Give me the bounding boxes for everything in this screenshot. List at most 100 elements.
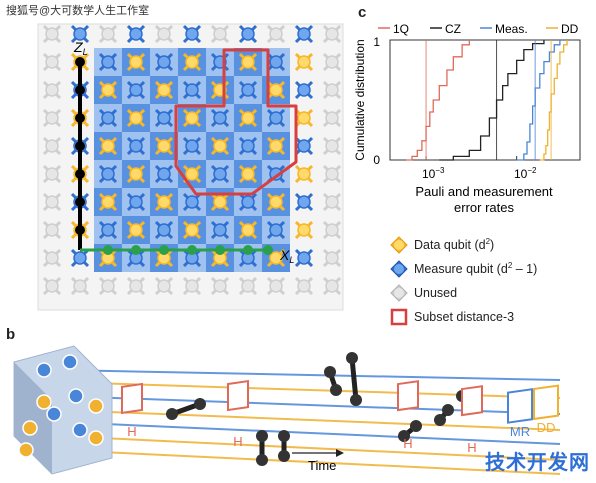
measure-qubit bbox=[182, 192, 202, 212]
measure-qubit bbox=[126, 24, 146, 44]
unused-qubit bbox=[42, 276, 62, 296]
svg-text:H: H bbox=[403, 436, 412, 451]
data-qubit bbox=[294, 108, 314, 128]
measure-qubit bbox=[238, 136, 258, 156]
legend-unused: Unused bbox=[390, 284, 537, 302]
cz-gate bbox=[166, 398, 206, 420]
legend-meas-label: Meas. bbox=[495, 22, 528, 36]
unused-qubit bbox=[42, 164, 62, 184]
measure-qubit bbox=[126, 192, 146, 212]
subset-distance3-outline bbox=[174, 48, 298, 196]
measure-qubit bbox=[210, 220, 230, 240]
logical-z-qubit bbox=[75, 169, 85, 179]
logical-z-qubit bbox=[75, 141, 85, 151]
measure-qubit bbox=[98, 108, 118, 128]
chip-qubit bbox=[72, 422, 88, 438]
cz-gate bbox=[278, 430, 290, 462]
data-qubit bbox=[182, 220, 202, 240]
data-qubit bbox=[182, 52, 202, 72]
measure-qubit bbox=[210, 52, 230, 72]
unused-qubit bbox=[154, 276, 174, 296]
svg-text:DD: DD bbox=[537, 420, 556, 435]
unused-qubit bbox=[98, 24, 118, 44]
circuit-timeline: H H H H MR DD Time bbox=[13, 345, 561, 475]
measure-qubit bbox=[294, 192, 314, 212]
data-qubit bbox=[154, 136, 174, 156]
data-qubit bbox=[294, 52, 314, 72]
data-qubit bbox=[126, 220, 146, 240]
unused-qubit bbox=[322, 220, 342, 240]
logical-x-qubit bbox=[215, 245, 225, 255]
measure-qubit bbox=[126, 136, 146, 156]
xtick-1e-3: 10−3 bbox=[422, 166, 445, 181]
chip-qubit bbox=[88, 430, 104, 446]
data-qubit bbox=[210, 136, 230, 156]
unused-qubit bbox=[42, 80, 62, 100]
measure-qubit-label: Measure qubit (d2 – 1) bbox=[414, 261, 538, 277]
unused-qubit bbox=[42, 248, 62, 268]
cdf-series-meas bbox=[516, 40, 561, 161]
qubit-grid-diagram: ZL XL bbox=[37, 23, 344, 311]
chip-qubit bbox=[46, 406, 62, 422]
data-qubit bbox=[238, 164, 258, 184]
measure-qubit bbox=[210, 164, 230, 184]
cz-gate bbox=[346, 352, 362, 406]
measure-qubit bbox=[154, 52, 174, 72]
chip-qubit bbox=[22, 420, 38, 436]
time-label: Time bbox=[308, 458, 336, 473]
unused-qubit bbox=[42, 136, 62, 156]
unused-qubit bbox=[322, 108, 342, 128]
unused-qubit bbox=[322, 276, 342, 296]
logical-x-qubit bbox=[159, 245, 169, 255]
logical-z-qubit bbox=[75, 57, 85, 67]
measure-qubit bbox=[294, 80, 314, 100]
data-qubit bbox=[266, 136, 286, 156]
data-qubit bbox=[210, 192, 230, 212]
unused-qubit bbox=[322, 80, 342, 100]
data-qubit bbox=[98, 248, 118, 268]
unused-qubit bbox=[42, 192, 62, 212]
logical-x-qubit bbox=[103, 245, 113, 255]
unused-qubit bbox=[42, 24, 62, 44]
measure-qubit bbox=[182, 136, 202, 156]
logical-z-qubit bbox=[75, 225, 85, 235]
unused-qubit bbox=[266, 276, 286, 296]
measure-qubit bbox=[294, 248, 314, 268]
data-qubit bbox=[98, 136, 118, 156]
unused-qubit bbox=[210, 24, 230, 44]
unused-qubit bbox=[238, 276, 258, 296]
data-qubit-label: Data qubit (d2) bbox=[414, 237, 495, 253]
data-qubit bbox=[238, 220, 258, 240]
gate-h-4: H bbox=[461, 385, 483, 455]
data-qubit bbox=[98, 80, 118, 100]
cdf-chart: 1Q CZ Meas. DD 1 0 Cumulative distributi… bbox=[353, 22, 581, 215]
data-qubit bbox=[126, 108, 146, 128]
xtick-1e-2: 10−2 bbox=[514, 166, 537, 181]
logical-operator-dots bbox=[75, 57, 273, 255]
svg-text:H: H bbox=[467, 440, 476, 455]
qubit-timeline-4 bbox=[59, 409, 561, 431]
unused-qubit bbox=[322, 164, 342, 184]
data-qubit bbox=[126, 164, 146, 184]
panel-c-letter: c bbox=[358, 4, 367, 21]
qubit-timeline-1 bbox=[59, 369, 561, 381]
measure-qubit bbox=[238, 24, 258, 44]
unused-qubit bbox=[126, 276, 146, 296]
unused-qubit-icon bbox=[390, 284, 408, 302]
data-qubit bbox=[210, 80, 230, 100]
unused-qubit bbox=[98, 276, 118, 296]
qubit-timeline-6 bbox=[59, 435, 561, 461]
unused-qubit bbox=[42, 52, 62, 72]
measure-qubit-icon bbox=[390, 260, 408, 278]
legend-dd-label: DD bbox=[561, 22, 579, 36]
qubit-timeline-5 bbox=[59, 421, 561, 445]
measure-qubit bbox=[70, 248, 90, 268]
data-qubit bbox=[154, 80, 174, 100]
cz-gate bbox=[256, 430, 268, 466]
unused-qubit bbox=[322, 24, 342, 44]
time-arrow-head-icon bbox=[336, 449, 344, 457]
unused-qubit bbox=[210, 276, 230, 296]
unused-qubit bbox=[42, 220, 62, 240]
logical-z-qubit bbox=[75, 85, 85, 95]
unused-qubit bbox=[322, 52, 342, 72]
